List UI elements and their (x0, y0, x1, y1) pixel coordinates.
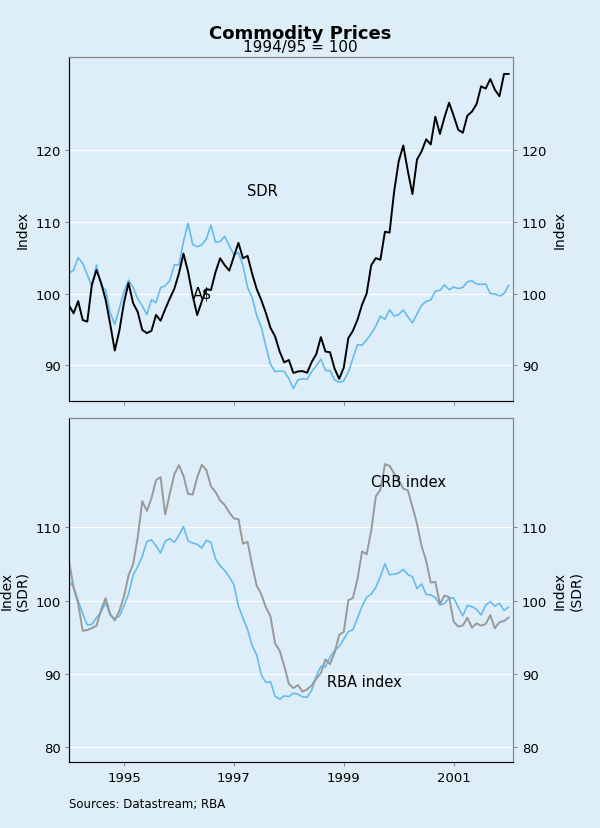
Text: CRB index: CRB index (371, 475, 446, 490)
Text: 1994/95 = 100: 1994/95 = 100 (242, 40, 358, 55)
Text: Commodity Prices: Commodity Prices (209, 25, 391, 43)
Y-axis label: Index: Index (553, 211, 567, 248)
Y-axis label: Index
(SDR): Index (SDR) (553, 570, 583, 610)
Text: A$: A$ (193, 286, 212, 301)
Y-axis label: Index: Index (16, 211, 30, 248)
Text: SDR: SDR (247, 184, 277, 199)
Text: Sources: Datastream; RBA: Sources: Datastream; RBA (69, 797, 225, 810)
Text: RBA index: RBA index (326, 674, 401, 689)
Y-axis label: Index
(SDR): Index (SDR) (0, 570, 30, 610)
